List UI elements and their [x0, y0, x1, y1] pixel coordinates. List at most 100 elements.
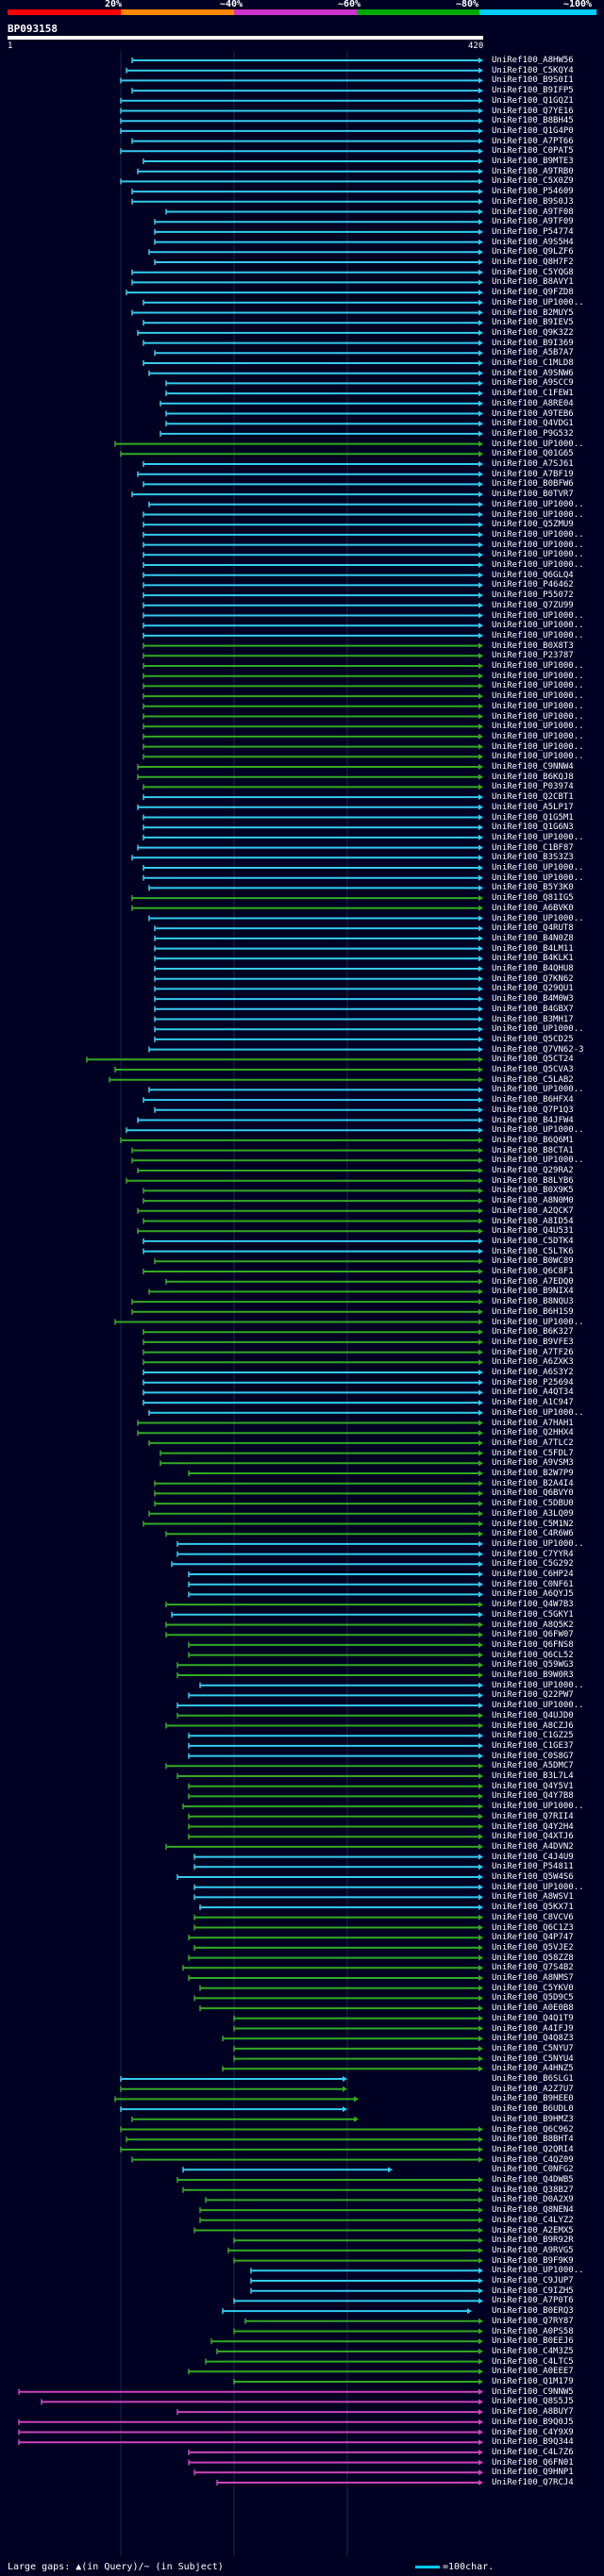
hit-label-link[interactable]: UniRef100_A9S5H4: [492, 237, 574, 247]
hit-label-link[interactable]: UniRef100_B9MTE3: [492, 157, 574, 166]
hit-label-link[interactable]: UniRef100_B0BFW6: [492, 479, 574, 490]
hit-label-link[interactable]: UniRef100_A8N0M0: [492, 1196, 574, 1206]
hit-label-link[interactable]: UniRef100_B9F9K9: [492, 2255, 574, 2266]
hit-label-link[interactable]: UniRef100_UP1000..: [492, 1802, 584, 1812]
hit-label-link[interactable]: UniRef100_Q5W4S6: [492, 1872, 574, 1882]
hit-label-link[interactable]: UniRef100_A7BF19: [492, 469, 574, 479]
hit-label-link[interactable]: UniRef100_A7PT66: [492, 136, 574, 146]
hit-label-link[interactable]: UniRef100_UP1000..: [492, 863, 584, 873]
hit-label-link[interactable]: UniRef100_P23787: [492, 651, 574, 661]
hit-label-link[interactable]: UniRef100_A8Q5K2: [492, 1620, 574, 1630]
hit-label-link[interactable]: UniRef100_C9IZH5: [492, 2285, 574, 2296]
hit-label-link[interactable]: UniRef100_Q5KX71: [492, 1903, 574, 1913]
hit-label-link[interactable]: UniRef100_B9HMZ3: [492, 2114, 574, 2124]
hit-label-link[interactable]: UniRef100_A2Z7U7: [492, 2084, 574, 2094]
hit-label-link[interactable]: UniRef100_Q7ZU99: [492, 600, 574, 610]
hit-label-link[interactable]: UniRef100_P9G532: [492, 428, 574, 439]
hit-label-link[interactable]: UniRef100_B2W7P9: [492, 1469, 574, 1478]
hit-label-link[interactable]: UniRef100_C5KQY4: [492, 65, 574, 75]
hit-label-link[interactable]: UniRef100_C5YKV0: [492, 1983, 574, 1993]
hit-label-link[interactable]: UniRef100_B3MH17: [492, 1014, 574, 1024]
hit-label-link[interactable]: UniRef100_Q5CD25: [492, 1034, 574, 1044]
hit-label-link[interactable]: UniRef100_Q4XTJ6: [492, 1832, 574, 1842]
hit-label-link[interactable]: UniRef100_Q6CL52: [492, 1650, 574, 1660]
hit-label-link[interactable]: UniRef100_A8NMS7: [492, 1973, 574, 1983]
hit-label-link[interactable]: UniRef100_C0PAT5: [492, 146, 574, 157]
hit-label-link[interactable]: UniRef100_Q4U531: [492, 1226, 574, 1237]
hit-label-link[interactable]: UniRef100_UP1000..: [492, 1407, 584, 1418]
hit-label-link[interactable]: UniRef100_Q4RUT8: [492, 923, 574, 934]
hit-label-link[interactable]: UniRef100_A7TLC2: [492, 1438, 574, 1448]
hit-label-link[interactable]: UniRef100_Q4Y2H4: [492, 1821, 574, 1832]
hit-label-link[interactable]: UniRef100_B6UDL0: [492, 2104, 574, 2115]
hit-label-link[interactable]: UniRef100_A5LP17: [492, 802, 574, 812]
hit-label-link[interactable]: UniRef100_C6HP24: [492, 1570, 574, 1579]
hit-label-link[interactable]: UniRef100_UP1000..: [492, 540, 584, 550]
hit-label-link[interactable]: UniRef100_C0NFG2: [492, 2165, 574, 2175]
hit-label-link[interactable]: UniRef100_B2MUY5: [492, 307, 574, 318]
hit-label-link[interactable]: UniRef100_C4QZ09: [492, 2154, 574, 2165]
hit-label-link[interactable]: UniRef100_Q58ZZ8: [492, 1953, 574, 1963]
hit-label-link[interactable]: UniRef100_Q4Y7B8: [492, 1791, 574, 1802]
hit-label-link[interactable]: UniRef100_A8ID54: [492, 1216, 574, 1226]
hit-label-link[interactable]: UniRef100_B9I369: [492, 338, 574, 348]
hit-label-link[interactable]: UniRef100_Q2CBT1: [492, 792, 574, 803]
hit-label-link[interactable]: UniRef100_Q4P747: [492, 1933, 574, 1943]
hit-label-link[interactable]: UniRef100_Q6C962: [492, 2124, 574, 2135]
hit-label-link[interactable]: UniRef100_B9R92R: [492, 2235, 574, 2246]
hit-label-link[interactable]: UniRef100_P54811: [492, 1862, 574, 1872]
hit-label-link[interactable]: UniRef100_UP1000..: [492, 681, 584, 691]
hit-label-link[interactable]: UniRef100_B9S0J3: [492, 196, 574, 207]
hit-label-link[interactable]: UniRef100_C5DTK4: [492, 1236, 574, 1246]
hit-label-link[interactable]: UniRef100_Q7P1Q3: [492, 1105, 574, 1115]
hit-label-link[interactable]: UniRef100_Q7S4B2: [492, 1963, 574, 1973]
hit-label-link[interactable]: UniRef100_B3L7L4: [492, 1771, 574, 1781]
hit-label-link[interactable]: UniRef100_C5GKY1: [492, 1609, 574, 1620]
hit-label-link[interactable]: UniRef100_Q01G65: [492, 449, 574, 459]
hit-label-link[interactable]: UniRef100_Q1G5M1: [492, 812, 574, 823]
hit-label-link[interactable]: UniRef100_B9S0I1: [492, 75, 574, 86]
hit-label-link[interactable]: UniRef100_B6KQJ8: [492, 772, 574, 782]
hit-label-link[interactable]: UniRef100_B8BH45: [492, 116, 574, 126]
hit-label-link[interactable]: UniRef100_B9IFP5: [492, 86, 574, 96]
hit-label-link[interactable]: UniRef100_A9TF08: [492, 207, 574, 217]
hit-label-link[interactable]: UniRef100_Q8H7F2: [492, 258, 574, 267]
hit-label-link[interactable]: UniRef100_C4R6W6: [492, 1529, 574, 1539]
hit-label-link[interactable]: UniRef100_C1GZ25: [492, 1731, 574, 1741]
hit-label-link[interactable]: UniRef100_Q7VN62-3: [492, 1044, 584, 1055]
hit-label-link[interactable]: UniRef100_Q4Q1T9: [492, 2013, 574, 2023]
hit-label-link[interactable]: UniRef100_Q4DWB5: [492, 2175, 574, 2185]
hit-label-link[interactable]: UniRef100_A5DMC7: [492, 1761, 574, 1771]
hit-label-link[interactable]: UniRef100_B9Q0J5: [492, 2417, 574, 2427]
hit-label-link[interactable]: UniRef100_Q59WG3: [492, 1660, 574, 1670]
hit-label-link[interactable]: UniRef100_A4HNZ5: [492, 2064, 574, 2074]
hit-label-link[interactable]: UniRef100_UP1000..: [492, 691, 584, 702]
hit-label-link[interactable]: UniRef100_Q6FW07: [492, 1630, 574, 1640]
hit-label-link[interactable]: UniRef100_A9VSM3: [492, 1458, 574, 1469]
hit-label-link[interactable]: UniRef100_C5G292: [492, 1559, 574, 1570]
hit-label-link[interactable]: UniRef100_Q29QU1: [492, 984, 574, 994]
hit-label-link[interactable]: UniRef100_UP1000..: [492, 550, 584, 560]
hit-label-link[interactable]: UniRef100_UP1000..: [492, 1125, 584, 1136]
hit-label-link[interactable]: UniRef100_UP1000..: [492, 752, 584, 762]
hit-label-link[interactable]: UniRef100_B8LYB6: [492, 1175, 574, 1186]
hit-label-link[interactable]: UniRef100_B8CTA1: [492, 1145, 574, 1155]
hit-label-link[interactable]: UniRef100_UP1000..: [492, 701, 584, 711]
hit-label-link[interactable]: UniRef100_Q2QRI4: [492, 2144, 574, 2154]
hit-label-link[interactable]: UniRef100_A7HAH1: [492, 1418, 574, 1428]
hit-label-link[interactable]: UniRef100_C5LTK6: [492, 1246, 574, 1256]
hit-label-link[interactable]: UniRef100_UP1000..: [492, 509, 584, 520]
hit-label-link[interactable]: UniRef100_Q8S5J5: [492, 2397, 574, 2407]
hit-label-link[interactable]: UniRef100_A8RE04: [492, 398, 574, 408]
hit-label-link[interactable]: UniRef100_Q7KN62: [492, 973, 574, 984]
hit-label-link[interactable]: UniRef100_C5NYU4: [492, 2053, 574, 2064]
hit-label-link[interactable]: UniRef100_C8VCV6: [492, 1912, 574, 1922]
hit-label-link[interactable]: UniRef100_UP1000..: [492, 297, 584, 307]
hit-label-link[interactable]: UniRef100_C4Y9X9: [492, 2427, 574, 2437]
hit-label-link[interactable]: UniRef100_Q9FZD8: [492, 288, 574, 298]
hit-label-link[interactable]: UniRef100_UP1000..: [492, 671, 584, 681]
hit-label-link[interactable]: UniRef100_B4M0W3: [492, 994, 574, 1005]
hit-label-link[interactable]: UniRef100_C5NYU7: [492, 2043, 574, 2053]
hit-label-link[interactable]: UniRef100_Q5ZMU9: [492, 520, 574, 530]
hit-label-link[interactable]: UniRef100_A0PS58: [492, 2326, 574, 2336]
